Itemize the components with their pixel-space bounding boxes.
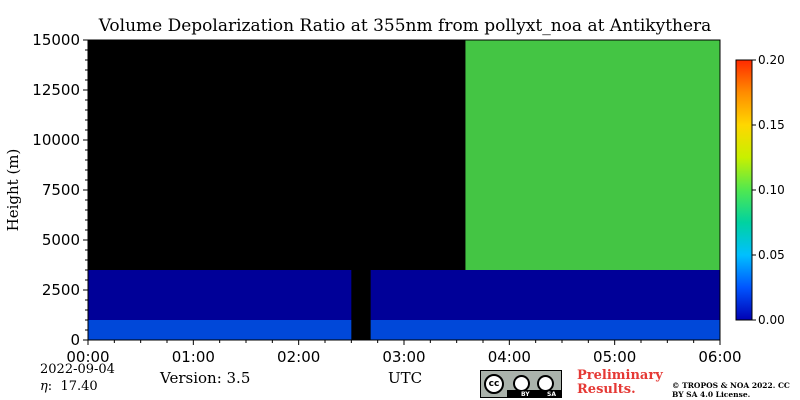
- colorbar-tick-label-2: 0.10: [758, 183, 785, 197]
- y-tick-label-3: 7500: [42, 181, 80, 199]
- license-strip: BY SA: [507, 390, 561, 398]
- x-tick-label-2: 02:00: [277, 348, 320, 366]
- colorbar: 0.00 0.05 0.10 0.15 0.20: [735, 53, 785, 327]
- heatmap-region-1: [88, 270, 720, 320]
- x-tick-label-6: 06:00: [698, 348, 741, 366]
- colorbar-tick-label-1: 0.05: [758, 248, 785, 262]
- date-label: 2022-09-04: [40, 362, 115, 377]
- cc-icon: cc: [484, 374, 504, 394]
- sa-text: SA: [547, 391, 556, 398]
- y-tick-label-6: 15000: [32, 31, 80, 49]
- y-tick-label-2: 5000: [42, 231, 80, 249]
- eta-value: 17.40: [60, 379, 98, 394]
- version-label: Version: 3.5: [160, 369, 251, 387]
- x-tick-label-3: 03:00: [382, 348, 425, 366]
- x-tick-label-4: 04:00: [488, 348, 531, 366]
- x-tick-label-5: 05:00: [593, 348, 636, 366]
- x-tick-label-0: 00:00: [66, 348, 109, 366]
- colorbar-tick-label-4: 0.20: [758, 53, 785, 67]
- heatmap-region-2: [465, 40, 720, 270]
- y-tick-label-1: 2500: [42, 281, 80, 299]
- y-axis-label: Height (m): [4, 149, 22, 232]
- colorbar-gradient: [735, 59, 753, 321]
- heatmap-region-0: [88, 320, 720, 340]
- by-text: BY: [521, 391, 530, 398]
- missing-data-gap-0: [351, 40, 371, 340]
- y-tick-label-5: 12500: [32, 81, 80, 99]
- x-axis: 00:00 01:00 02:00 03:00 04:00 05:00 06:00: [66, 340, 742, 366]
- copyright-label: © TROPOS & NOA 2022. CC BY SA 4.0 Licens…: [672, 381, 790, 399]
- colorbar-tick-label-3: 0.15: [758, 118, 785, 132]
- plot-area: [87, 39, 721, 341]
- y-axis: 0 2500 5000 7500 10000 12500 15000: [32, 31, 88, 349]
- x-axis-label: UTC: [387, 369, 423, 387]
- eta-label: η: 17.40: [40, 379, 98, 394]
- colorbar-tick-label-0: 0.00: [758, 313, 785, 327]
- chart-title: Volume Depolarization Ratio at 355nm fro…: [98, 16, 712, 36]
- y-tick-label-0: 0: [70, 331, 80, 349]
- preliminary-results-label: Preliminary Results.: [577, 368, 663, 397]
- x-tick-label-1: 01:00: [172, 348, 215, 366]
- y-tick-label-4: 10000: [32, 131, 80, 149]
- cc-license-badge[interactable]: cc BY SA: [480, 370, 562, 398]
